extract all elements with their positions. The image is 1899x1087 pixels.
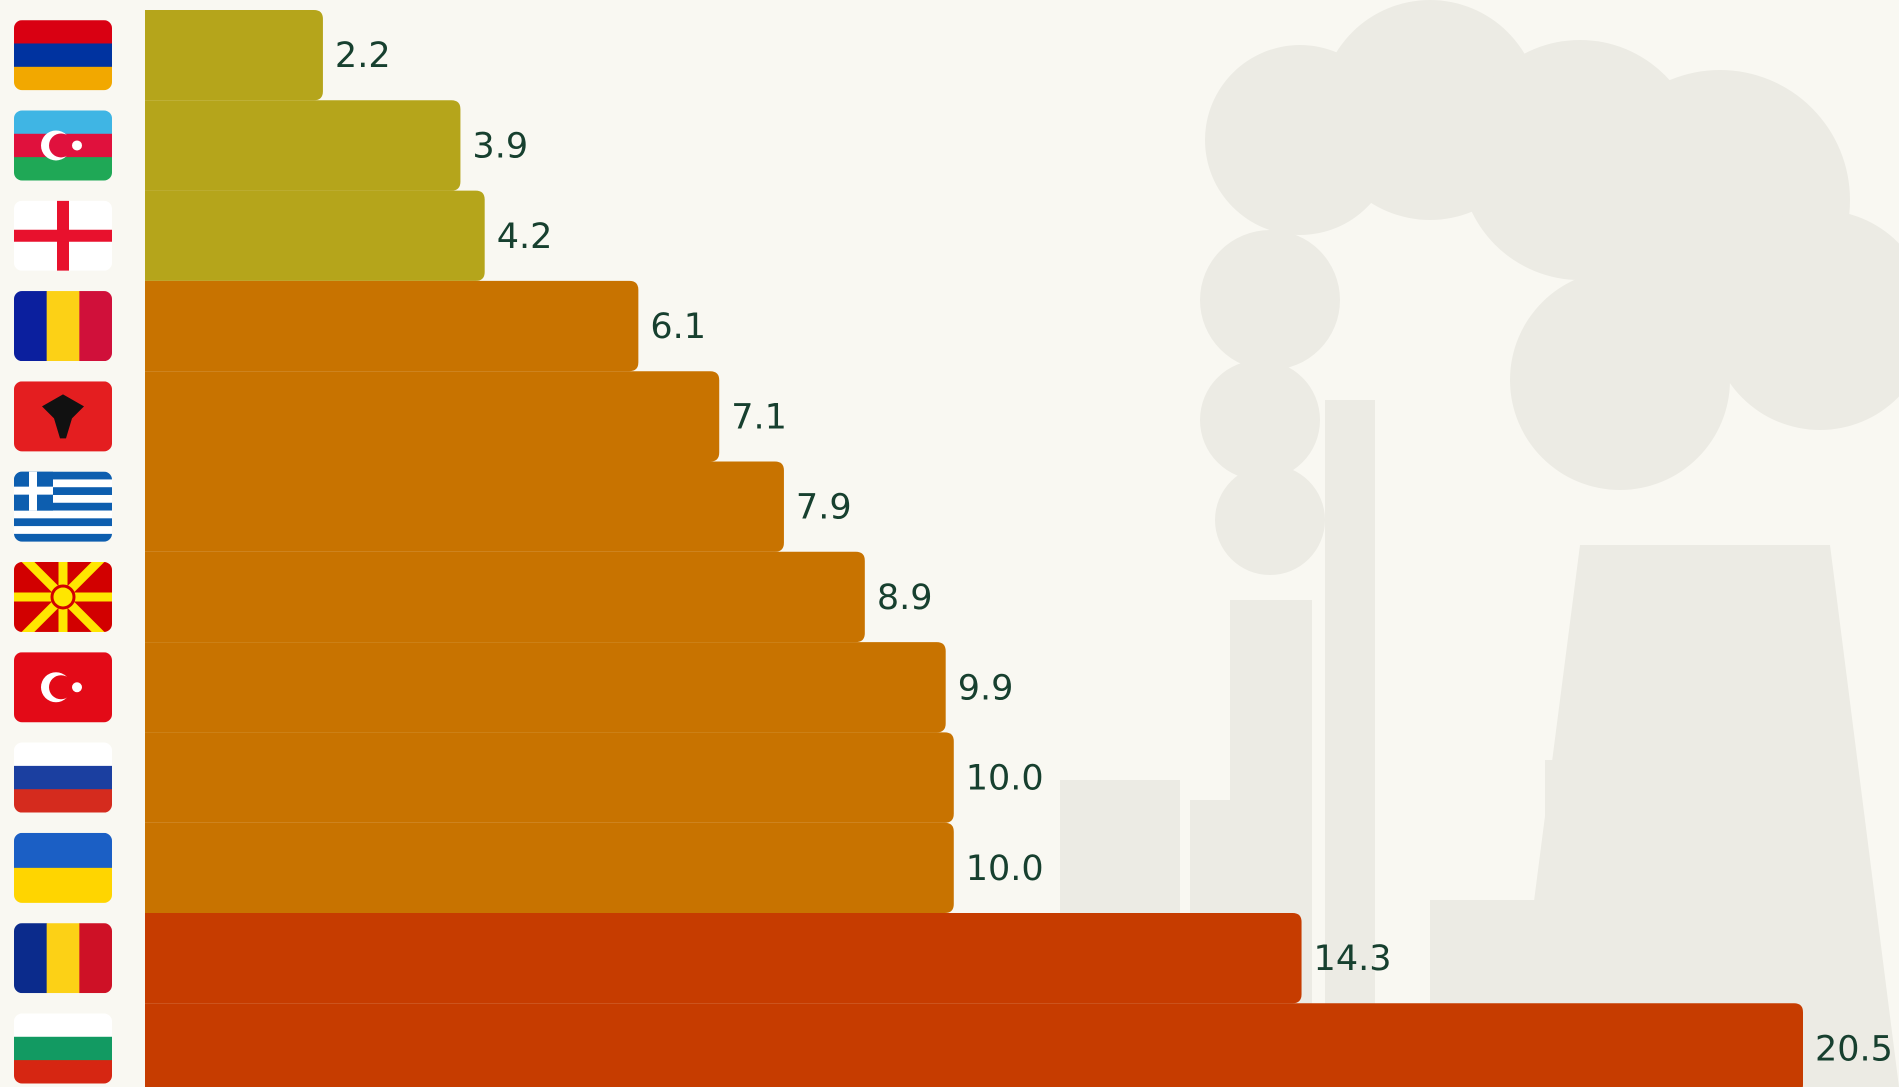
flag-stripe [14, 502, 112, 511]
flag-stripe [79, 291, 112, 362]
bar [145, 10, 323, 101]
flag-stripe [79, 923, 112, 994]
bar [145, 732, 954, 823]
flag [14, 200, 112, 271]
flag [14, 923, 112, 994]
flag-stripe [46, 923, 80, 994]
bar [145, 822, 954, 913]
value-label: 10.0 [966, 759, 1044, 799]
flag [14, 1013, 112, 1084]
flag-stripe [14, 471, 112, 480]
flag-stripe [14, 20, 112, 44]
value-label: 20.5 [1815, 1029, 1893, 1069]
flag [14, 652, 112, 723]
flag-eagle [42, 394, 84, 439]
bar [145, 461, 784, 552]
flag-stripe [14, 765, 112, 790]
flag-stripe [14, 479, 112, 488]
bar [145, 371, 720, 462]
flag-stripe [14, 1013, 112, 1038]
flag [14, 291, 112, 362]
value-label: 7.1 [731, 397, 787, 437]
flag [14, 471, 112, 542]
flag-stripe [14, 832, 112, 869]
value-label: 9.9 [958, 668, 1014, 708]
value-label: 4.2 [497, 217, 553, 257]
bar [145, 913, 1302, 1004]
flag-sun [50, 584, 76, 610]
bars: 2.2 3.9 4.2 6.1 7.1 7.9 8.9 9.9 10.0 10.0 14.3 20.5 [145, 10, 1893, 1087]
flag [14, 20, 112, 91]
flag-stripe [14, 1036, 112, 1061]
flag [14, 110, 112, 181]
flag-crescent [49, 675, 73, 700]
flag-cross [14, 486, 53, 495]
flag-stripe [14, 291, 48, 362]
flags [14, 20, 112, 1084]
bar [145, 280, 639, 372]
value-label: 14.3 [1314, 939, 1392, 979]
flag [14, 832, 112, 903]
flag-stripe [14, 789, 112, 813]
flag-star [72, 682, 82, 693]
flag-stripe [14, 533, 112, 542]
value-label: 8.9 [877, 578, 933, 618]
bar [145, 1003, 1803, 1087]
bar [145, 190, 485, 281]
flag-stripe [14, 526, 112, 535]
flag-stripe [14, 510, 112, 519]
flag-stripe [14, 923, 48, 994]
value-label: 2.2 [335, 36, 391, 76]
flag-stripe [14, 742, 112, 767]
value-label: 7.9 [796, 488, 852, 528]
flag-stripe [14, 518, 112, 527]
value-label: 3.9 [472, 126, 528, 166]
flag-stripe [14, 1060, 112, 1084]
flag-crescent [49, 133, 73, 158]
flag-stripe [14, 867, 112, 903]
flag-stripe [14, 487, 112, 496]
flag [14, 561, 112, 632]
bar [145, 100, 461, 191]
flag-star [72, 140, 82, 151]
bar [145, 551, 865, 643]
flag-cross [14, 229, 112, 242]
flag-stripe [14, 66, 112, 91]
flag-stripe [46, 291, 80, 362]
flag [14, 381, 112, 452]
flag [14, 742, 112, 813]
value-label: 10.0 [966, 849, 1044, 889]
flag-stripe [14, 43, 112, 68]
bar [145, 642, 946, 733]
value-label: 6.1 [650, 307, 706, 347]
flag-stripe [14, 494, 112, 504]
flag-stripe [14, 157, 112, 181]
flag-stripe [14, 110, 112, 135]
